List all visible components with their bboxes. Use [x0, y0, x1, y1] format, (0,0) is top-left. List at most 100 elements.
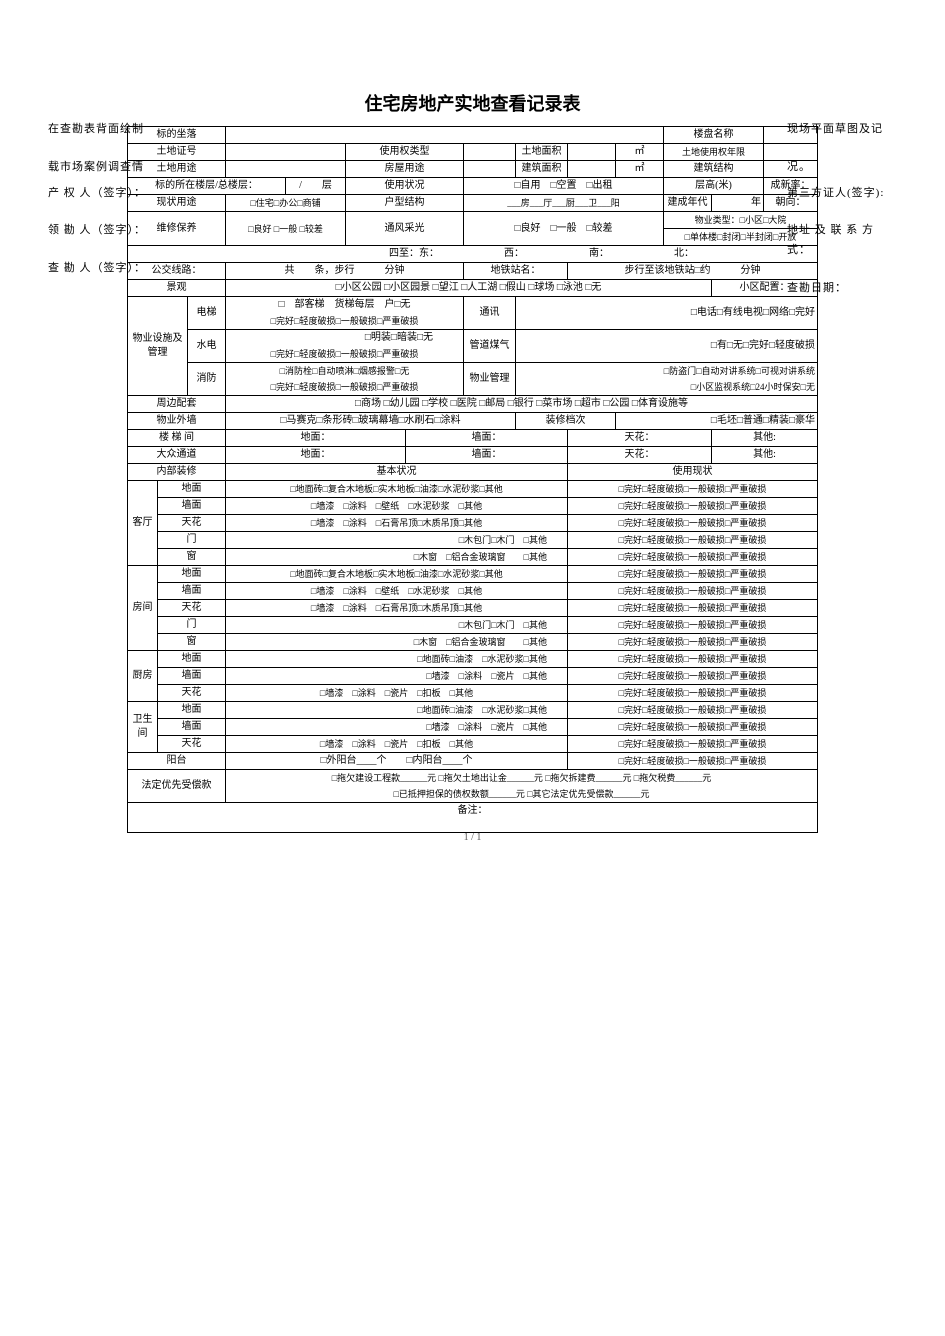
opt-deco-grade[interactable]: □毛坯□普通□精装□豪华	[616, 413, 818, 430]
bd-c-o[interactable]: □木窗 □铝合金玻璃窗 □其他	[226, 634, 568, 651]
lv-th-l: 天花	[158, 515, 226, 532]
opt-balcony[interactable]: □外阳台____个 □内阳台____个	[226, 753, 568, 770]
bd-dm-c[interactable]: □完好□轻度破损□一般破损□严重破损	[568, 566, 818, 583]
balcony-cond[interactable]: □完好□轻度破损□一般破损□严重破损	[568, 753, 818, 770]
label-priority-claim: 法定优先受偿款	[128, 770, 226, 803]
lv-th-o[interactable]: □墙漆 □涂料 □石膏吊顶□木质吊顶□其他	[226, 515, 568, 532]
label-land-use-years: 土地使用权年限	[664, 144, 764, 161]
val-land-use[interactable]	[226, 161, 346, 178]
label-build-area: 建筑面积	[516, 161, 568, 178]
corr-wall[interactable]: 墙面：	[406, 447, 568, 464]
label-use-status: 使用状况	[346, 178, 464, 195]
val-use-right-type[interactable]	[464, 144, 516, 161]
side-left-1: 载市场案例调查情	[48, 158, 158, 178]
stair-ceiling[interactable]: 天花：	[568, 430, 712, 447]
val-build-year[interactable]: 年	[712, 195, 764, 212]
opt-priority-1[interactable]: □拖欠建设工程款______元 □拖欠土地出让金______元 □拖欠拆建费__…	[226, 770, 818, 787]
kt-th-l: 天花	[158, 685, 226, 702]
opt-fire-1[interactable]: □消防栓□自动喷淋□烟感报警□无	[226, 363, 464, 380]
lv-dm-o[interactable]: □地面砖□复合木地板□实木地板□油漆□水泥砂浆□其他	[226, 481, 568, 498]
label-land-area: 土地面积	[516, 144, 568, 161]
opt-water-1[interactable]: □明装□暗装□无	[226, 330, 464, 347]
side-right-4: 查勘日期：	[787, 279, 897, 299]
bd-c-c[interactable]: □完好□轻度破损□一般破损□严重破损	[568, 634, 818, 651]
wc-th-c[interactable]: □完好□轻度破损□一般破损□严重破损	[568, 736, 818, 753]
corr-other[interactable]: 其他:	[712, 447, 818, 464]
room-kitchen: 厨房	[128, 651, 158, 702]
label-sizhi[interactable]: 四至：东： 西： 南： 北：	[128, 246, 818, 263]
label-exterior: 物业外墙	[128, 413, 226, 430]
stair-floor[interactable]: 地面：	[226, 430, 406, 447]
val-floor[interactable]: / 层	[286, 178, 346, 195]
lv-m-o[interactable]: □木包门□木门 □其他	[226, 532, 568, 549]
opt-use-status[interactable]: □自用 □空置 □出租	[464, 178, 664, 195]
opt-exterior[interactable]: □马赛克□条形砖□玻璃幕墙□水刷石□涂料	[226, 413, 516, 430]
label-deco-grade: 装修档次	[516, 413, 616, 430]
opt-water-2[interactable]: □完好□轻度破损□一般破损□严重破损	[226, 346, 464, 363]
label-stairwell: 楼 梯 间	[128, 430, 226, 447]
room-living: 客厅	[128, 481, 158, 566]
label-floor-height: 层高(米)	[664, 178, 764, 195]
bd-m-c[interactable]: □完好□轻度破损□一般破损□严重破损	[568, 617, 818, 634]
lv-th-c[interactable]: □完好□轻度破损□一般破损□严重破损	[568, 515, 818, 532]
label-mgmt: 物业管理	[464, 363, 516, 396]
val-location[interactable]	[226, 127, 664, 144]
opt-maintenance[interactable]: □良好 □一般 □较差	[226, 212, 346, 246]
label-balcony: 阳台	[128, 753, 226, 770]
wc-dm-c[interactable]: □完好□轻度破损□一般破损□严重破损	[568, 702, 818, 719]
bd-qm-l: 墙面	[158, 583, 226, 600]
val-land-area[interactable]	[568, 144, 616, 161]
kt-dm-c[interactable]: □完好□轻度破损□一般破损□严重破损	[568, 651, 818, 668]
lv-qm-c[interactable]: □完好□轻度破损□一般破损□严重破损	[568, 498, 818, 515]
kt-th-o[interactable]: □墙漆 □涂料 □瓷片 □扣板 □其他	[226, 685, 568, 702]
stair-other[interactable]: 其他:	[712, 430, 818, 447]
opt-mgmt-2[interactable]: □小区监视系统□24小时保安□无	[516, 379, 818, 396]
wc-dm-o[interactable]: □地面砖□油漆 □水泥砂浆□其他	[226, 702, 568, 719]
lv-m-c[interactable]: □完好□轻度破损□一般破损□严重破损	[568, 532, 818, 549]
lv-c-o[interactable]: □木窗 □铝合金玻璃窗 □其他	[226, 549, 568, 566]
corr-ceiling[interactable]: 天花：	[568, 447, 712, 464]
corr-floor[interactable]: 地面：	[226, 447, 406, 464]
val-land-cert[interactable]	[226, 144, 346, 161]
bd-th-o[interactable]: □墙漆 □涂料 □石膏吊顶□木质吊顶□其他	[226, 600, 568, 617]
opt-current-use[interactable]: □住宅□办公□商铺	[226, 195, 346, 212]
kt-qm-c[interactable]: □完好□轻度破损□一般破损□严重破损	[568, 668, 818, 685]
opt-mgmt-1[interactable]: □防盗门□自动对讲系统□可视对讲系统	[516, 363, 818, 380]
opt-fire-2[interactable]: □完好□轻度破损□一般破损□严重破损	[226, 379, 464, 396]
opt-layout[interactable]: ___房___厅___厨___卫___阳	[464, 195, 664, 212]
bd-th-c[interactable]: □完好□轻度破损□一般破损□严重破损	[568, 600, 818, 617]
opt-gas[interactable]: □有□无□完好□轻度破损	[516, 330, 818, 363]
val-bus[interactable]: 共 条，步行 分钟	[226, 263, 464, 280]
lv-qm-o[interactable]: □墙漆 □涂料 □壁纸 □水泥砂浆 □其他	[226, 498, 568, 515]
opt-surrounding[interactable]: □商场 □幼儿园 □学校 □医院 □邮局 □银行 □菜市场 □超市 □公园 □体…	[226, 396, 818, 413]
label-remarks[interactable]: 备注：	[128, 803, 818, 833]
label-interior: 内部装修	[128, 464, 226, 481]
kt-th-c[interactable]: □完好□轻度破损□一般破损□严重破损	[568, 685, 818, 702]
opt-comm[interactable]: □电话□有线电视□网络□完好	[516, 297, 818, 330]
bd-m-o[interactable]: □木包门□木门 □其他	[226, 617, 568, 634]
bd-qm-o[interactable]: □墙漆 □涂料 □壁纸 □水泥砂浆 □其他	[226, 583, 568, 600]
stair-wall[interactable]: 墙面：	[406, 430, 568, 447]
val-metro[interactable]: 步行至该地铁站□约 分钟	[568, 263, 818, 280]
wc-qm-o[interactable]: □墙漆 □涂料 □瓷片 □其他	[226, 719, 568, 736]
val-house-use[interactable]	[464, 161, 516, 178]
kt-dm-o[interactable]: □地面砖□油漆 □水泥砂浆□其他	[226, 651, 568, 668]
opt-ventilation[interactable]: □良好 □一般 □较差	[464, 212, 664, 246]
wc-th-o[interactable]: □墙漆 □涂料 □瓷片 □扣板 □其他	[226, 736, 568, 753]
kt-qm-o[interactable]: □墙漆 □涂料 □瓷片 □其他	[226, 668, 568, 685]
unit-m2-1: ㎡	[616, 144, 664, 161]
label-fire: 消防	[188, 363, 226, 396]
opt-elevator-1[interactable]: □ 部客梯 货梯每层 户□无	[226, 297, 464, 314]
bd-dm-o[interactable]: □地面砖□复合木地板□实木地板□油漆□水泥砂浆□其他	[226, 566, 568, 583]
opt-elevator-2[interactable]: □完好□轻度破损□一般破损□严重破损	[226, 313, 464, 330]
lv-c-c[interactable]: □完好□轻度破损□一般破损□严重破损	[568, 549, 818, 566]
bd-qm-c[interactable]: □完好□轻度破损□一般破损□严重破损	[568, 583, 818, 600]
lv-dm-c[interactable]: □完好□轻度破损□一般破损□严重破损	[568, 481, 818, 498]
label-corridor: 大众通道	[128, 447, 226, 464]
opt-view[interactable]: □小区公园 □小区园景 □望江 □人工湖 □假山 □球场 □泳池 □无	[226, 280, 712, 297]
wc-qm-c[interactable]: □完好□轻度破损□一般破损□严重破损	[568, 719, 818, 736]
label-surrounding: 周边配套	[128, 396, 226, 413]
side-left-3: 领 勘 人（签字）：	[48, 221, 158, 241]
opt-priority-2[interactable]: □已抵押担保的债权数额______元 □其它法定优先受偿款______元	[226, 786, 818, 803]
val-build-area[interactable]	[568, 161, 616, 178]
